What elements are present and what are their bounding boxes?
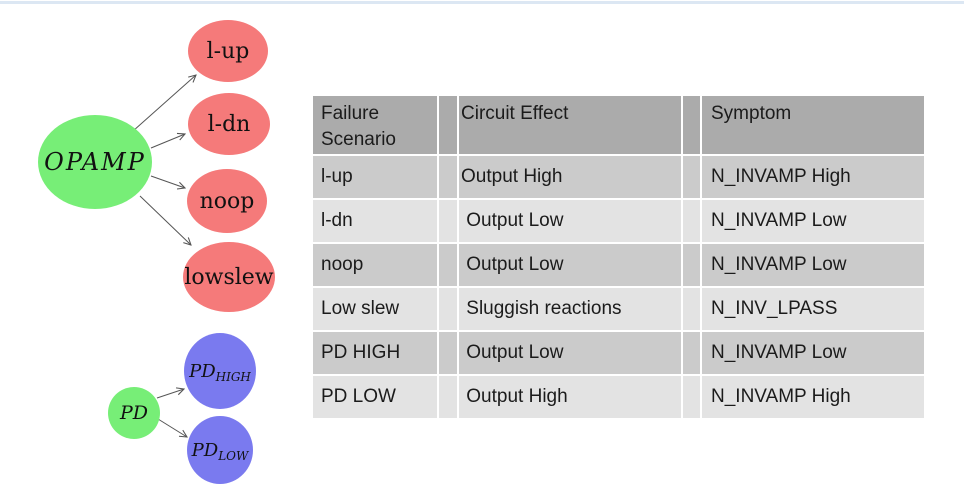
node-pdhigh-label: PDHIGH <box>188 361 251 384</box>
cell-spacer <box>683 156 700 198</box>
header-circuit-effect: Circuit Effect <box>459 96 681 154</box>
cell-spacer <box>439 288 457 330</box>
header-failure-scenario: Failure Scenario <box>313 96 437 154</box>
cell-effect: Sluggish reactions <box>459 288 681 330</box>
node-noop-label: noop <box>200 189 255 214</box>
node-pdlow-label: PDLOW <box>191 440 250 463</box>
cell-symptom: N_INVAMP Low <box>702 332 924 374</box>
cell-spacer <box>439 376 457 418</box>
cell-scenario: Low slew <box>313 288 437 330</box>
node-pdhigh-sub: HIGH <box>215 370 252 384</box>
cell-spacer <box>439 244 457 286</box>
node-ldn-label: l-dn <box>208 112 251 137</box>
cell-spacer <box>683 332 700 374</box>
node-pdhigh-base: PD <box>188 361 216 382</box>
failure-table: Failure Scenario Circuit Effect Symptom … <box>313 96 924 418</box>
cell-spacer <box>439 156 457 198</box>
window-top-edge <box>0 1 964 4</box>
fault-tree-diagram: OPAMP l-up l-dn noop lowslew PD PDHIGH P… <box>38 20 275 484</box>
node-pd <box>108 387 160 439</box>
cell-symptom: N_INVAMP High <box>702 156 924 198</box>
cell-effect: Output High <box>459 376 681 418</box>
node-pdhigh <box>184 333 256 409</box>
arrow-opamp-lowslew <box>139 195 191 245</box>
node-pdlow-base: PD <box>191 440 219 461</box>
cell-symptom: N_INVAMP Low <box>702 200 924 242</box>
node-lowslew-label: lowslew <box>184 265 273 290</box>
cell-symptom: N_INV_LPASS <box>702 288 924 330</box>
node-opamp-label: OPAMP <box>44 148 146 176</box>
node-opamp <box>38 115 152 209</box>
cell-effect: Output Low <box>459 244 681 286</box>
cell-symptom: N_INVAMP Low <box>702 244 924 286</box>
cell-effect: Output Low <box>459 200 681 242</box>
node-pdlow <box>187 416 253 484</box>
header-spacer-1 <box>439 96 457 154</box>
arrow-opamp-noop <box>150 175 185 188</box>
cell-scenario: PD HIGH <box>313 332 437 374</box>
arrow-opamp-ldn <box>150 134 185 149</box>
node-lowslew <box>183 242 275 312</box>
cell-scenario: l-up <box>313 156 437 198</box>
cell-scenario: l-dn <box>313 200 437 242</box>
cell-spacer <box>439 200 457 242</box>
arrow-pd-pdlow <box>157 418 187 437</box>
cell-spacer <box>439 332 457 374</box>
arrow-opamp-lup <box>132 75 196 132</box>
node-lup <box>188 20 268 82</box>
cell-effect: Output High <box>459 156 681 198</box>
cell-spacer <box>683 288 700 330</box>
node-pd-label: PD <box>119 402 148 424</box>
node-ldn <box>188 93 270 155</box>
cell-spacer <box>683 200 700 242</box>
cell-scenario: noop <box>313 244 437 286</box>
node-lup-label: l-up <box>207 39 250 64</box>
header-spacer-2 <box>683 96 700 154</box>
arrow-pd-pdhigh <box>156 389 184 399</box>
cell-symptom: N_INVAMP High <box>702 376 924 418</box>
header-symptom: Symptom <box>702 96 924 154</box>
cell-effect: Output Low <box>459 332 681 374</box>
cell-spacer <box>683 376 700 418</box>
cell-scenario: PD LOW <box>313 376 437 418</box>
node-noop <box>187 169 267 233</box>
cell-spacer <box>683 244 700 286</box>
node-pdlow-sub: LOW <box>217 449 250 463</box>
